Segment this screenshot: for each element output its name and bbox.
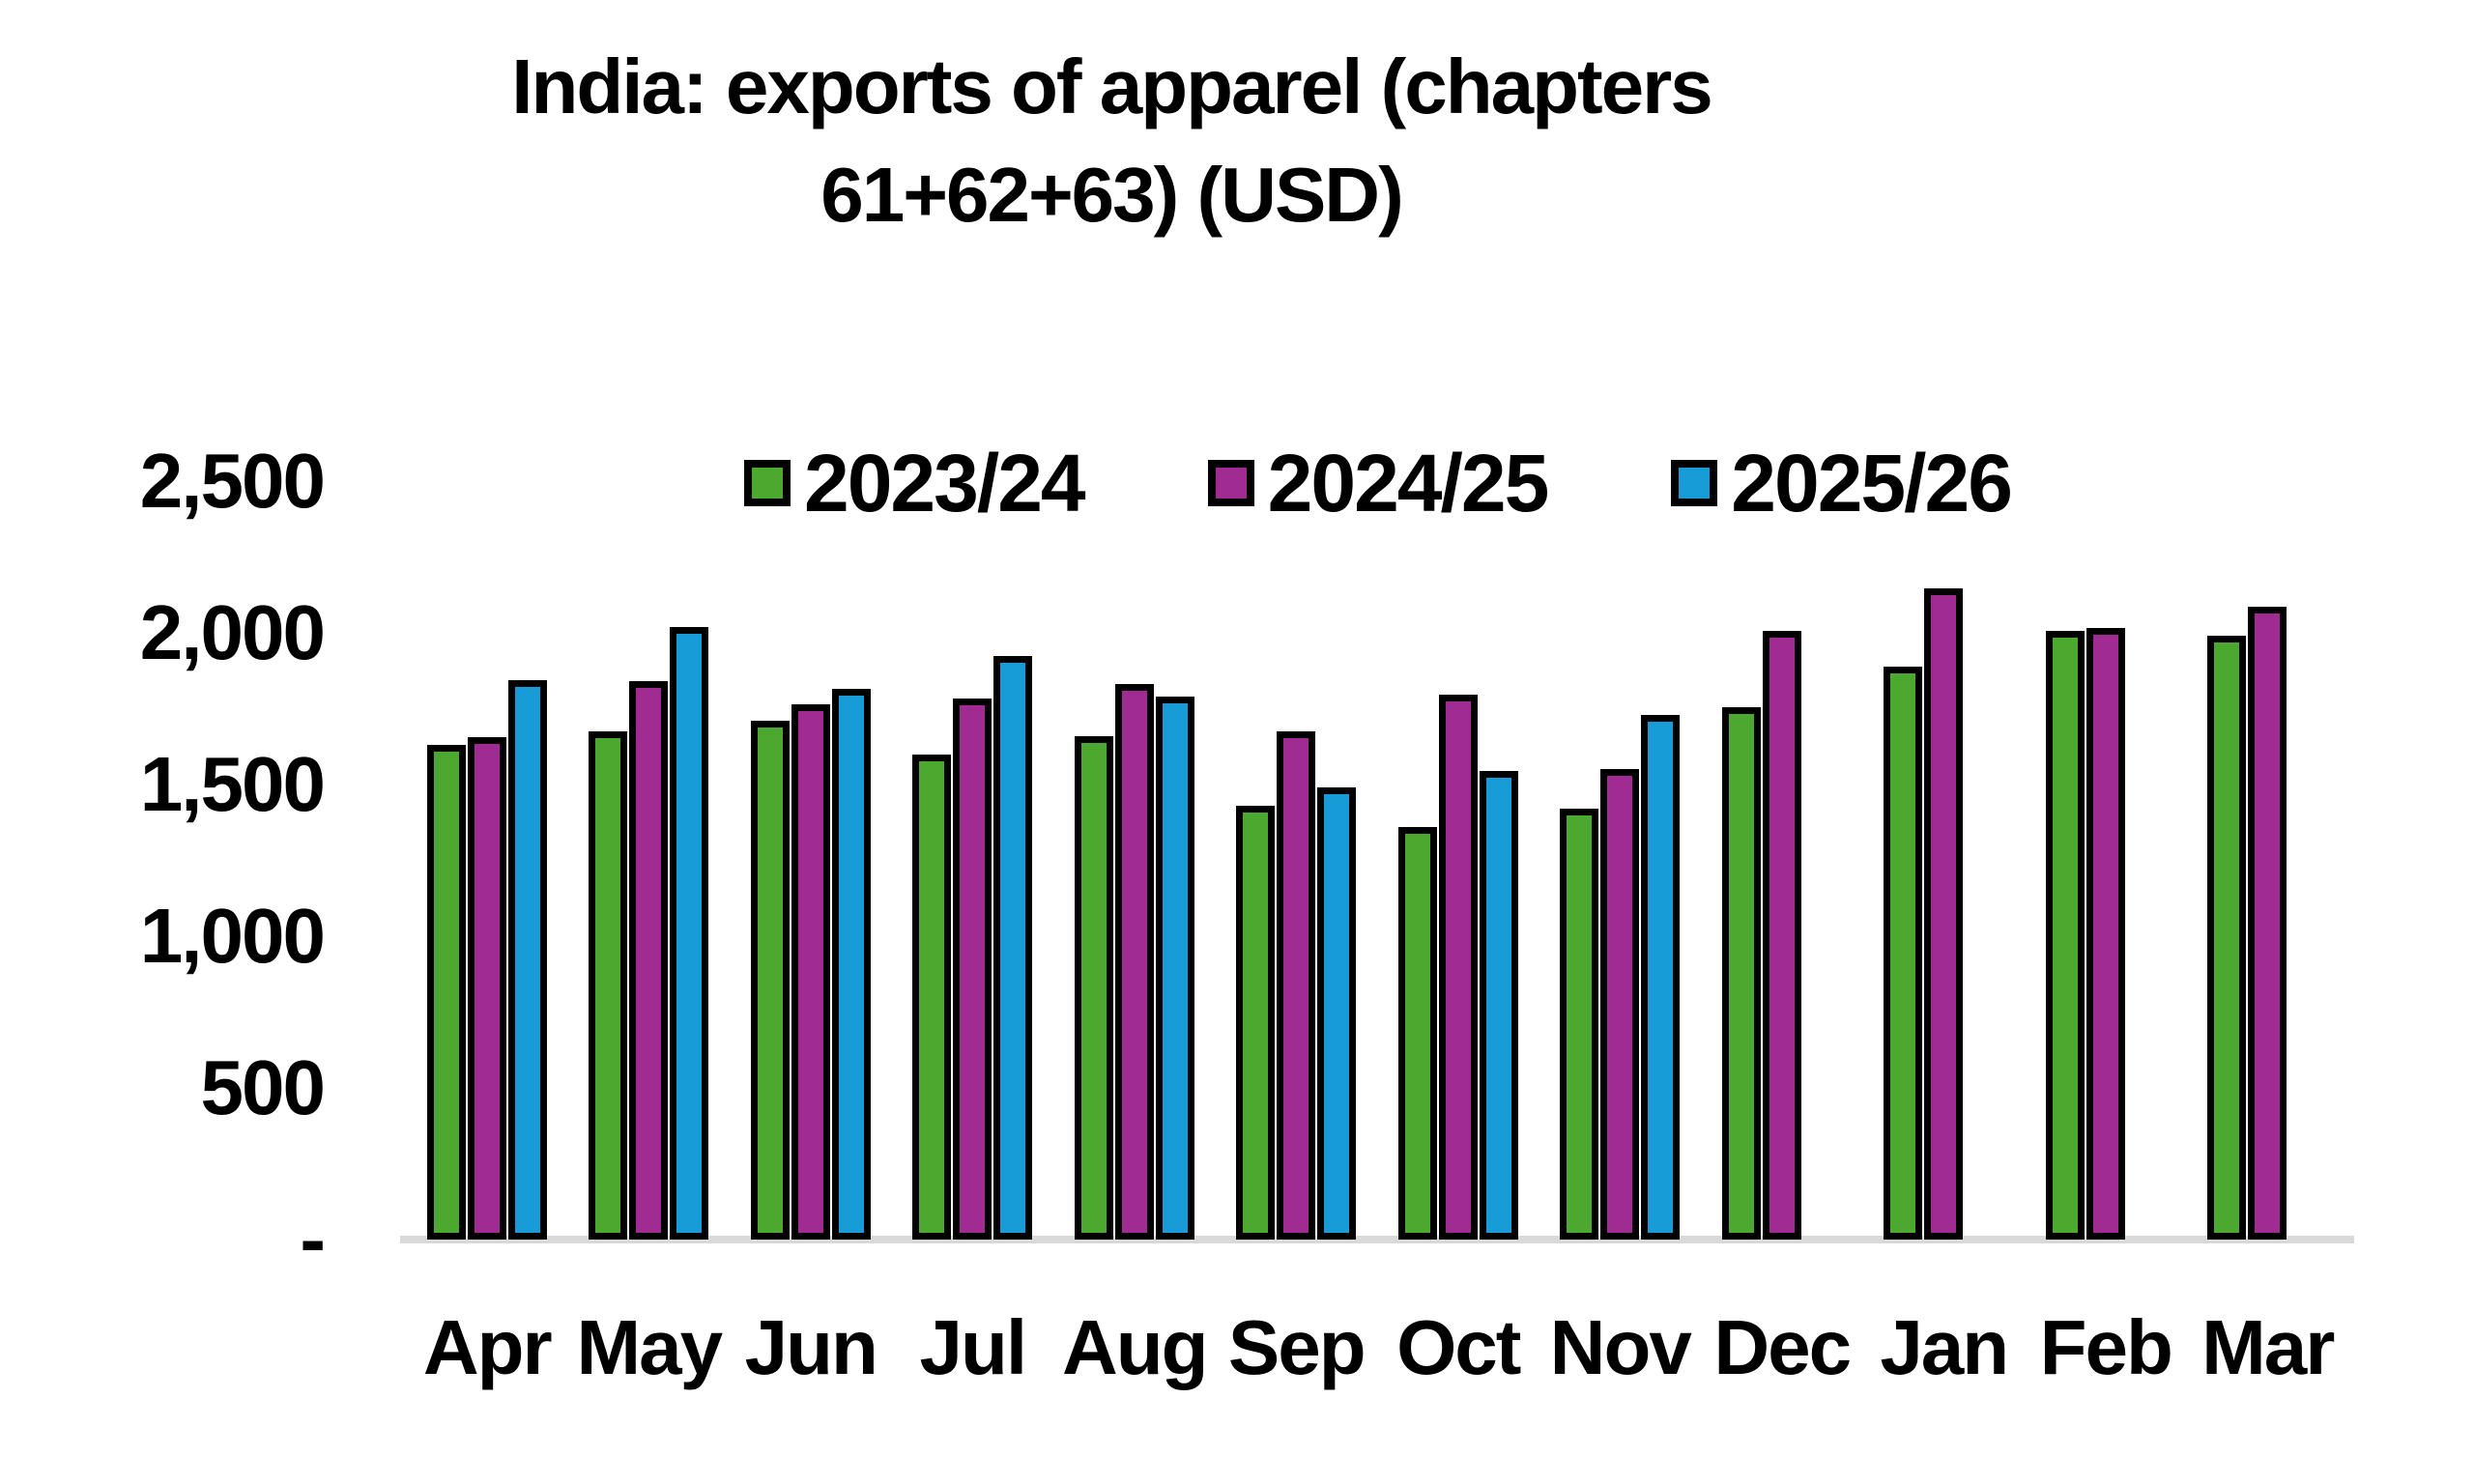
x-label-jan: Jan — [1880, 1304, 2009, 1390]
bar-2023-24-dec — [1721, 707, 1761, 1240]
bar-2023-24-apr — [426, 745, 466, 1240]
bar-2023-24-feb — [2045, 631, 2085, 1240]
legend-item-2023-24: 2023/24 — [744, 437, 1086, 529]
bar-2023-24-jun — [750, 721, 790, 1240]
x-label-may: May — [576, 1304, 723, 1390]
bar-2025-26-dec — [1803, 1226, 1842, 1240]
bar-group-dec — [1701, 481, 1863, 1240]
bar-2024-25-mar — [2248, 607, 2287, 1240]
bar-group-apr — [406, 481, 568, 1240]
x-label-mar: Mar — [2201, 1304, 2335, 1390]
bar-group-jun — [730, 481, 892, 1240]
bar-2025-26-feb — [2127, 1226, 2166, 1240]
bar-2024-25-sep — [1277, 731, 1316, 1240]
legend-swatch-2024-25 — [1207, 460, 1254, 506]
legend-label-2025-26: 2025/26 — [1731, 438, 2013, 528]
x-label-feb: Feb — [2039, 1304, 2173, 1390]
x-axis-line — [400, 1236, 2354, 1243]
bar-2024-25-dec — [1762, 631, 1801, 1240]
x-label-dec: Dec — [1713, 1304, 1852, 1390]
x-label-aug: Aug — [1061, 1304, 1209, 1390]
bar-2025-26-jan — [1965, 1226, 2003, 1240]
y-tick-1000: 1,000 — [139, 893, 326, 979]
bar-group-mar — [2187, 481, 2349, 1240]
bar-group-feb — [2025, 481, 2187, 1240]
x-label-apr: Apr — [422, 1304, 553, 1390]
y-tick-1500: 1,500 — [139, 741, 326, 827]
y-tick-2000: 2,000 — [139, 589, 326, 675]
bar-2023-24-may — [589, 731, 628, 1240]
y-tick-2500: 2,500 — [139, 438, 326, 524]
bar-group-aug — [1053, 481, 1216, 1240]
x-label-oct: Oct — [1396, 1304, 1521, 1390]
bar-2024-25-aug — [1114, 684, 1154, 1240]
x-label-jul: Jul — [919, 1304, 1027, 1390]
bar-2025-26-oct — [1479, 771, 1518, 1240]
bar-group-nov — [1539, 481, 1702, 1240]
bar-2024-25-may — [629, 681, 669, 1240]
y-tick-0: - — [300, 1196, 326, 1282]
bar-2024-25-feb — [2086, 628, 2125, 1240]
bar-2023-24-jan — [1884, 667, 1923, 1240]
x-axis: Apr May Jun Jul Aug Sep Oct Nov Dec Jan Feb Mar — [406, 1295, 2348, 1401]
bar-2025-26-mar — [2288, 1226, 2327, 1240]
y-tick-500: 500 — [200, 1044, 326, 1130]
x-label-nov: Nov — [1549, 1304, 1692, 1390]
bar-2025-26-sep — [1317, 787, 1357, 1240]
bar-group-sep — [1216, 481, 1378, 1240]
bar-2024-25-oct — [1438, 695, 1478, 1240]
x-label-jun: Jun — [744, 1304, 878, 1390]
chart-title: India: exports of apparel (chapters 61+6… — [0, 33, 2223, 249]
bar-2024-25-nov — [1600, 769, 1640, 1240]
bar-group-may — [568, 481, 731, 1240]
bar-group-oct — [1377, 481, 1539, 1240]
legend-label-2024-25: 2024/25 — [1267, 438, 1550, 528]
bar-2025-26-aug — [1155, 697, 1194, 1240]
bar-2024-25-jan — [1924, 588, 1964, 1240]
chart-title-line2: 61+62+63) (USD) — [820, 152, 1403, 238]
legend-label-2023-24: 2023/24 — [804, 438, 1086, 528]
bar-2025-26-jul — [993, 656, 1033, 1240]
bar-2025-26-nov — [1641, 715, 1681, 1240]
bar-2023-24-mar — [2207, 636, 2247, 1240]
bar-2023-24-nov — [1560, 809, 1599, 1240]
bar-2024-25-jul — [953, 699, 992, 1240]
legend: 2023/24 2024/25 2025/26 — [744, 437, 2013, 529]
bar-2023-24-sep — [1236, 806, 1276, 1240]
bar-2024-25-apr — [467, 737, 506, 1240]
bar-2025-26-may — [670, 627, 709, 1240]
legend-item-2025-26: 2025/26 — [1671, 437, 2013, 529]
bar-2025-26-jun — [831, 689, 871, 1240]
chart-title-line1: India: exports of apparel (chapters — [511, 43, 1712, 129]
bar-2024-25-jun — [791, 704, 830, 1240]
y-axis: 2,500 2,000 1,500 1,000 500 - — [0, 0, 326, 1484]
bar-group-jan — [1863, 481, 2026, 1240]
bar-2023-24-aug — [1074, 736, 1113, 1240]
bar-2025-26-apr — [507, 680, 547, 1240]
bar-2023-24-jul — [912, 755, 952, 1240]
legend-swatch-2025-26 — [1671, 460, 1718, 506]
bar-2023-24-oct — [1397, 827, 1437, 1240]
legend-swatch-2023-24 — [744, 460, 791, 506]
plot-area — [406, 481, 2348, 1240]
legend-item-2024-25: 2024/25 — [1207, 437, 1550, 529]
x-label-sep: Sep — [1227, 1304, 1366, 1390]
bar-group-jul — [892, 481, 1054, 1240]
